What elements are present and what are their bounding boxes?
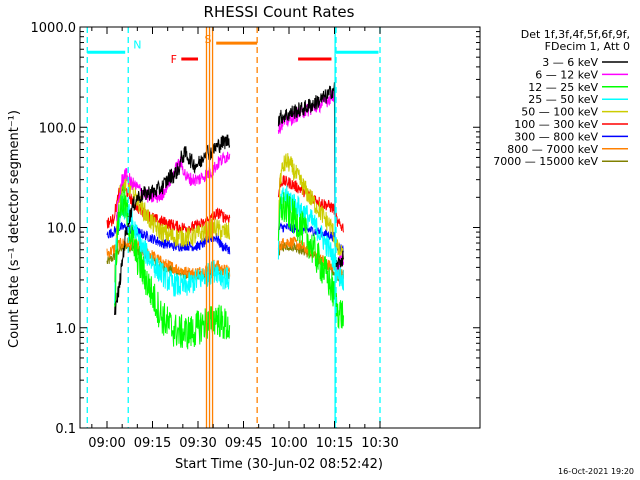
x-tick-label: 09:00 <box>88 436 125 451</box>
legend-label: 100 — 300 keV <box>514 118 598 131</box>
legend-label: 6 — 12 keV <box>535 68 598 81</box>
y-tick-label: 100.0 <box>39 121 76 136</box>
axis-ticks-layer: 0.1 1.0 10.0 100.0 1000.0 09:00 09:15 09:30 09:4… <box>31 21 480 451</box>
y-tick-label: 1000.0 <box>31 21 77 36</box>
legend-label: 3 — 6 keV <box>542 56 598 69</box>
legend-label: 7000 — 15000 keV <box>493 155 598 168</box>
x-tick-label: 10:30 <box>361 436 398 451</box>
data-lines-layer <box>106 82 344 350</box>
legend-label: 300 — 800 keV <box>514 130 598 143</box>
chart-title: RHESSI Count Rates <box>204 3 355 21</box>
legend: Det 1f,3f,4f,5f,6f,9f, FDecim 1, Att 0 3… <box>493 28 630 168</box>
series-line-25-50 keV <box>114 195 231 306</box>
legend-label: 800 — 7000 keV <box>507 143 598 156</box>
series-line-3-6 keV <box>114 134 231 316</box>
series-line-50-100 keV <box>277 153 344 266</box>
series-line-12-25 keV <box>114 185 231 350</box>
x-axis-label: Start Time (30-Jun-02 08:52:42) <box>175 457 383 472</box>
series-line-3-6 keV <box>277 82 344 272</box>
legend-label: 12 — 25 keV <box>528 81 598 94</box>
x-tick-label: 09:15 <box>134 436 171 451</box>
y-tick-label: 0.1 <box>55 422 76 437</box>
y-tick-label: 1.0 <box>55 322 76 337</box>
x-tick-label: 09:45 <box>225 436 262 451</box>
flag-layer: N F S <box>86 27 381 428</box>
flag-label-N: N <box>133 38 141 51</box>
legend-header-line-2: FDecim 1, Att 0 <box>545 40 630 53</box>
flag-label-S: S <box>205 33 212 46</box>
x-tick-label: 10:15 <box>316 436 353 451</box>
legend-header-line-1: Det 1f,3f,4f,5f,6f,9f, <box>521 28 630 41</box>
series-line-12-25 keV <box>277 192 344 330</box>
legend-label: 25 — 50 keV <box>528 93 598 106</box>
timestamp: 16-Oct-2021 19:20 <box>558 467 634 476</box>
legend-label: 50 — 100 keV <box>521 106 598 119</box>
y-axis-label: Count Rate (s⁻¹ detector segment⁻¹) <box>7 110 22 348</box>
x-tick-label: 09:30 <box>179 436 216 451</box>
y-tick-label: 10.0 <box>47 222 76 237</box>
flag-label-F: F <box>171 53 177 66</box>
x-tick-label: 10:00 <box>270 436 307 451</box>
